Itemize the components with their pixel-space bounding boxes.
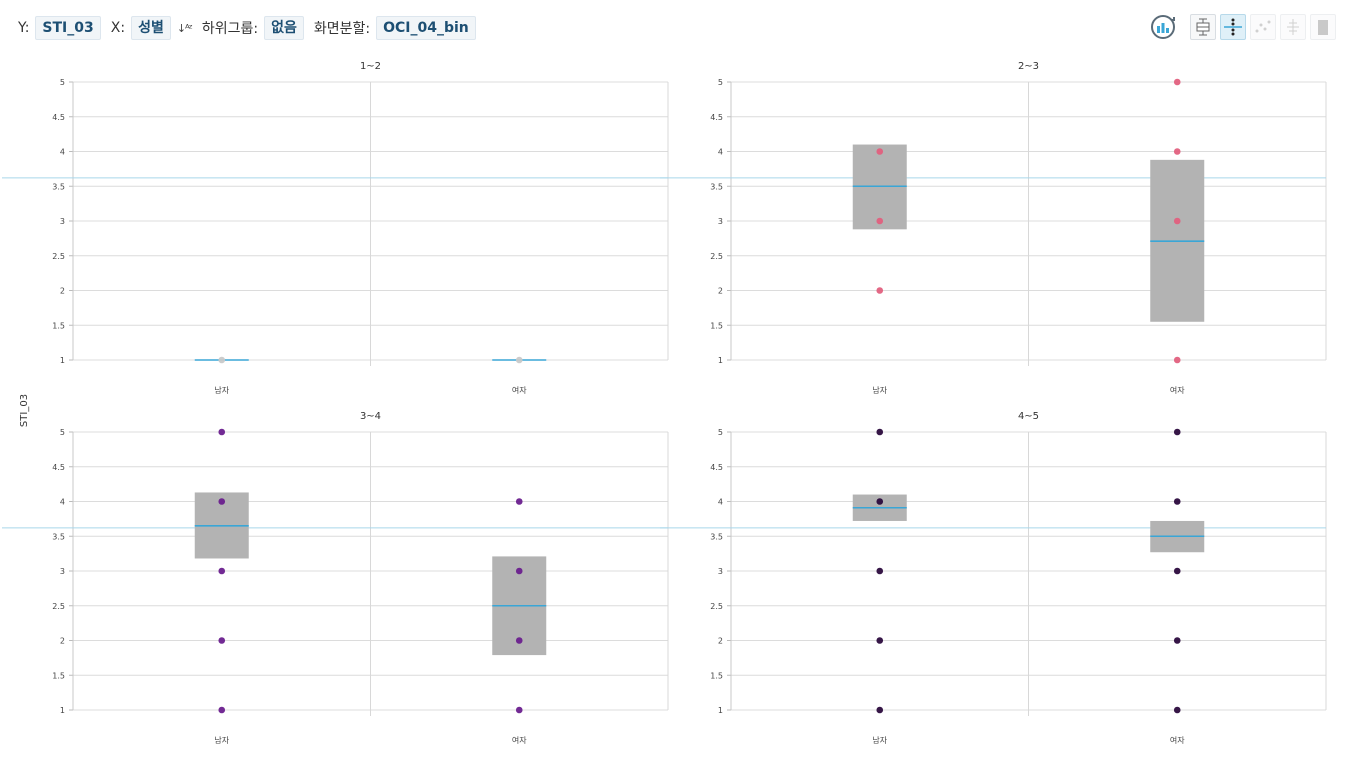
y-tick-label: 2.5: [710, 602, 723, 611]
y-tick-label: 4: [60, 148, 65, 157]
panel-title: 4~5: [1018, 411, 1039, 422]
data-point: [1173, 706, 1181, 714]
y-tick-label: 4: [718, 498, 723, 507]
y-tick-label: 2: [718, 287, 723, 296]
refresh-chart-icon[interactable]: [1148, 12, 1178, 42]
y-tick-label: 2.5: [710, 252, 723, 261]
x-tick-label: 남자: [214, 736, 229, 745]
y-tick-label: 1.5: [710, 671, 723, 680]
toolbar: Y: STI_03 X: 성별 ↓ᴬᶻ 하위그룹: 없음 화면분할: OCI_0…: [0, 0, 1346, 54]
data-point: [515, 356, 523, 364]
panel-title: 2~3: [1018, 61, 1039, 72]
y-tick-label: 3: [718, 567, 723, 576]
x-axis-label: X:: [110, 20, 126, 36]
y-tick-label: 5: [718, 428, 723, 437]
y-tick-label: 4: [718, 148, 723, 157]
data-point: [515, 498, 523, 505]
x-tick-label: 남자: [214, 386, 229, 395]
data-point: [876, 428, 884, 436]
data-point: [876, 148, 884, 155]
y-tick-label: 4.5: [52, 113, 65, 122]
x-tick-label: 남자: [872, 736, 887, 745]
y-tick-label: 2: [60, 287, 65, 296]
y-tick-label: 1: [60, 706, 65, 715]
data-point: [218, 637, 226, 644]
y-tick-label: 3: [60, 567, 65, 576]
data-point: [1173, 356, 1181, 364]
data-point: [218, 706, 226, 714]
y-tick-label: 3.5: [710, 532, 723, 541]
split-label: 화면분할:: [313, 21, 371, 37]
chart-tools: [1148, 12, 1336, 42]
y-tick-label: 3.5: [52, 532, 65, 541]
subgroup-select[interactable]: 없음: [264, 16, 304, 40]
x-tick-label: 여자: [1170, 385, 1185, 395]
data-point: [876, 287, 884, 294]
data-point: [1173, 217, 1181, 225]
sort-icon[interactable]: ↓ᴬᶻ: [176, 21, 193, 35]
x-tick-label: 여자: [512, 385, 527, 395]
y-tick-label: 4.5: [710, 463, 723, 472]
panel-title: 3~4: [360, 411, 381, 422]
scatter-icon[interactable]: [1250, 14, 1276, 40]
data-point: [876, 567, 884, 575]
y-tick-label: 5: [60, 78, 65, 87]
boxplot-icon[interactable]: [1190, 14, 1216, 40]
y-tick-label: 4.5: [710, 113, 723, 122]
data-point: [1173, 637, 1181, 644]
y-tick-label: 1: [718, 706, 723, 715]
data-point: [515, 567, 523, 575]
data-point: [876, 217, 884, 225]
y-tick-label: 1.5: [52, 321, 65, 330]
data-point: [218, 356, 226, 364]
y-tick-label: 1: [718, 356, 723, 365]
y-tick-label: 2: [718, 637, 723, 646]
subgroup-label: 하위그룹:: [201, 21, 259, 37]
data-point: [876, 706, 884, 714]
y-tick-label: 5: [718, 78, 723, 87]
data-point: [218, 567, 226, 575]
y-tick-label: 2.5: [52, 602, 65, 611]
panel-title: 1~2: [360, 61, 381, 72]
data-point: [1173, 428, 1181, 436]
y-variable-select[interactable]: STI_03: [35, 16, 101, 40]
y-tick-label: 3: [718, 217, 723, 226]
y-tick-label: 1: [60, 356, 65, 365]
y-tick-label: 2: [60, 637, 65, 646]
y-tick-label: 1.5: [710, 321, 723, 330]
x-tick-label: 남자: [872, 386, 887, 395]
variable-selector-row: Y: STI_03 X: 성별 ↓ᴬᶻ 하위그룹: 없음 화면분할: OCI_0…: [18, 16, 476, 40]
mean-line-icon[interactable]: [1220, 14, 1246, 40]
y-tick-label: 4.5: [52, 463, 65, 472]
y-tick-label: 3.5: [710, 182, 723, 191]
y-tick-label: 3.5: [52, 182, 65, 191]
data-point: [876, 498, 884, 505]
bar-icon[interactable]: [1310, 14, 1336, 40]
y-axis-label: Y:: [18, 20, 30, 36]
data-point: [1173, 148, 1181, 155]
data-point: [1173, 498, 1181, 505]
data-point: [876, 637, 884, 644]
data-point: [515, 706, 523, 714]
x-variable-select[interactable]: 성별: [131, 16, 171, 40]
y-tick-label: 1.5: [52, 671, 65, 680]
x-tick-label: 여자: [1170, 735, 1185, 745]
distribution-icon[interactable]: [1280, 14, 1306, 40]
split-select[interactable]: OCI_04_bin: [376, 16, 476, 40]
y-tick-label: 5: [60, 428, 65, 437]
x-tick-label: 여자: [512, 735, 527, 745]
y-tick-label: 2.5: [52, 252, 65, 261]
data-point: [1173, 78, 1181, 86]
data-point: [515, 637, 523, 644]
y-tick-label: 3: [60, 217, 65, 226]
y-tick-label: 4: [60, 498, 65, 507]
data-point: [218, 428, 226, 436]
data-point: [1173, 567, 1181, 575]
data-point: [218, 498, 226, 505]
